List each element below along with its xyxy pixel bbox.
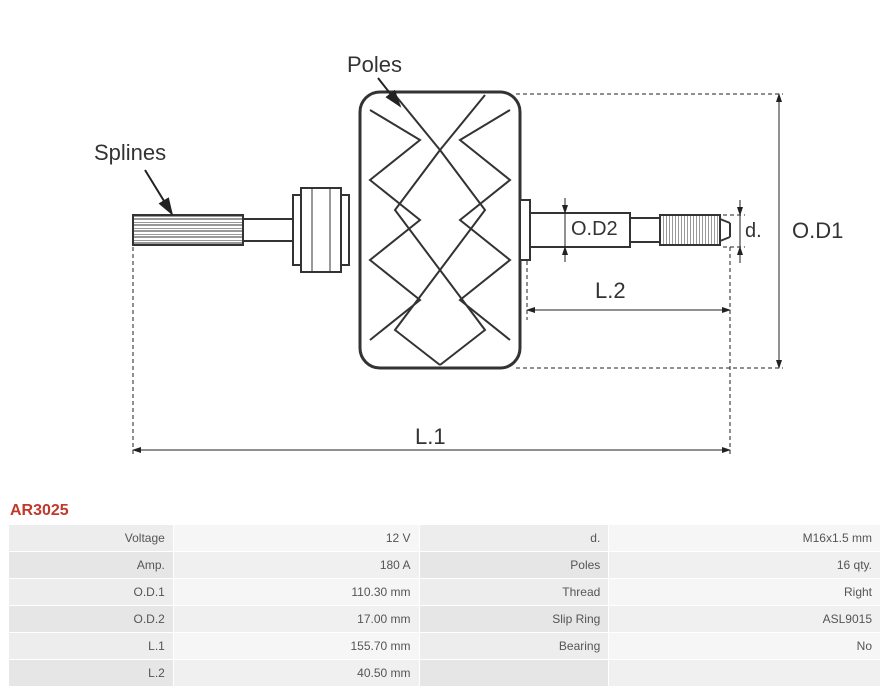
- table-row: Voltage 12 V d. M16x1.5 mm: [9, 525, 881, 552]
- spec-label: [419, 660, 609, 687]
- table-row: Amp. 180 A Poles 16 qty.: [9, 552, 881, 579]
- spec-value: 155.70 mm: [173, 633, 419, 660]
- spec-value: [609, 660, 881, 687]
- spec-value: No: [609, 633, 881, 660]
- table-row: O.D.2 17.00 mm Slip Ring ASL9015: [9, 606, 881, 633]
- spec-label: Voltage: [9, 525, 174, 552]
- spec-label: Poles: [419, 552, 609, 579]
- table-row: L.1 155.70 mm Bearing No: [9, 633, 881, 660]
- spec-value: ASL9015: [609, 606, 881, 633]
- spec-value: 16 qty.: [609, 552, 881, 579]
- spec-value: Right: [609, 579, 881, 606]
- label-od2: O.D2: [571, 218, 618, 241]
- label-l1: L.1: [415, 424, 446, 450]
- spec-label: L.2: [9, 660, 174, 687]
- spec-label: O.D.1: [9, 579, 174, 606]
- table-row: L.2 40.50 mm: [9, 660, 881, 687]
- spec-label: Bearing: [419, 633, 609, 660]
- technical-diagram: Poles Splines O.D1 d. O.D2 L.2 L.1: [0, 0, 889, 490]
- table-row: O.D.1 110.30 mm Thread Right: [9, 579, 881, 606]
- label-l2: L.2: [595, 278, 626, 304]
- spec-table: Voltage 12 V d. M16x1.5 mm Amp. 180 A Po…: [8, 524, 881, 687]
- label-poles: Poles: [347, 52, 402, 78]
- spec-value: 40.50 mm: [173, 660, 419, 687]
- spec-value: 110.30 mm: [173, 579, 419, 606]
- part-code: AR3025: [10, 502, 69, 520]
- spec-label: L.1: [9, 633, 174, 660]
- spec-label: O.D.2: [9, 606, 174, 633]
- spec-label: d.: [419, 525, 609, 552]
- spec-label: Slip Ring: [419, 606, 609, 633]
- spec-value: 180 A: [173, 552, 419, 579]
- rotor-svg: [0, 0, 889, 490]
- spec-value: M16x1.5 mm: [609, 525, 881, 552]
- spec-value: 17.00 mm: [173, 606, 419, 633]
- spec-value: 12 V: [173, 525, 419, 552]
- label-splines: Splines: [94, 140, 166, 166]
- spec-label: Amp.: [9, 552, 174, 579]
- label-od1: O.D1: [792, 218, 843, 244]
- label-d: d.: [745, 220, 762, 243]
- spec-label: Thread: [419, 579, 609, 606]
